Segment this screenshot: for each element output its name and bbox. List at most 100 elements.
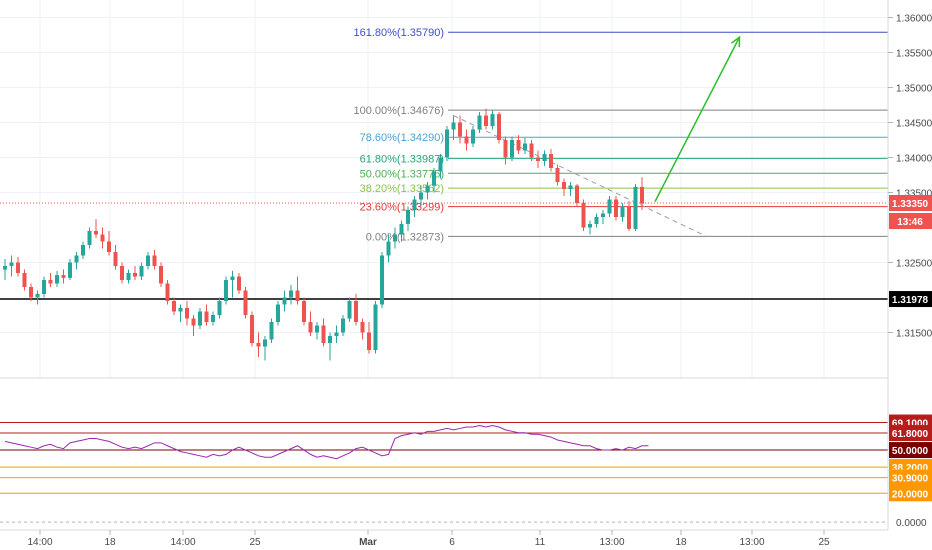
x-tick-label: 25 xyxy=(249,537,261,548)
candle-body xyxy=(81,245,85,256)
time-axis[interactable]: 14:00 18 14:00 25 Mar 6 11 13:00 18 13:00 25 xyxy=(27,530,830,548)
candle-body xyxy=(295,290,300,301)
candle-body xyxy=(406,210,410,224)
candle-body xyxy=(211,315,215,322)
candle-body xyxy=(399,224,404,235)
candle-body xyxy=(562,182,566,189)
candle-body xyxy=(172,301,176,312)
x-tick-label: 25 xyxy=(818,537,830,548)
arrow-head[interactable] xyxy=(731,35,741,48)
fib-level-label: 38.20%(1.33562) xyxy=(360,183,444,195)
x-tick-label: 11 xyxy=(535,537,546,548)
candle-body xyxy=(282,297,287,305)
candle-body xyxy=(640,186,644,204)
candle-body xyxy=(620,206,625,217)
rsi-series-line xyxy=(4,425,649,460)
candle-body xyxy=(9,262,14,266)
y-tick-label: 1.34500 xyxy=(896,119,932,130)
candle-body xyxy=(334,332,339,336)
candle-body xyxy=(458,122,462,137)
candle-body xyxy=(3,266,7,270)
y-tick-label: 1.35500 xyxy=(896,49,932,60)
candle-body xyxy=(250,315,254,343)
candle-body xyxy=(516,140,521,151)
candle-body xyxy=(269,322,274,340)
candle-body xyxy=(594,217,599,224)
candle-body xyxy=(380,255,384,305)
candle-body xyxy=(412,199,417,210)
candle-body xyxy=(321,325,326,343)
candle-body xyxy=(497,114,501,140)
candle-body xyxy=(315,325,319,333)
candle-body xyxy=(347,301,352,319)
candle-body xyxy=(198,311,202,326)
candle-body xyxy=(178,308,183,312)
candle-body xyxy=(224,280,228,301)
candle-body xyxy=(438,157,443,172)
candle-body xyxy=(529,143,534,158)
candle-body xyxy=(48,280,53,284)
candle-body xyxy=(204,311,209,322)
candle-body xyxy=(614,199,618,217)
candle-body xyxy=(354,301,358,322)
x-tick-label: 13:00 xyxy=(739,537,764,548)
rsi-levels xyxy=(0,422,888,523)
candle-body xyxy=(191,318,196,326)
candle-body xyxy=(490,114,495,126)
gridlines xyxy=(0,0,888,378)
candle-body xyxy=(243,290,248,315)
candle-body xyxy=(100,234,105,242)
candle-body xyxy=(256,343,261,347)
arrow-shaft[interactable] xyxy=(654,36,741,202)
price-badge-current-bg xyxy=(889,195,932,211)
dashed-trendline[interactable] xyxy=(453,115,708,238)
rsi-line xyxy=(4,425,649,460)
rsi-zero-label: 0.0000 xyxy=(896,518,927,529)
candle-body xyxy=(94,231,98,235)
rsi-level-badge: 61.8000 xyxy=(892,429,929,440)
fib-level-label: 50.00%(1.33775) xyxy=(360,168,444,180)
candle-body xyxy=(276,304,280,322)
candle-body xyxy=(536,157,540,161)
price-badge-countdown-bg xyxy=(889,213,932,229)
projection-arrow[interactable] xyxy=(654,35,741,202)
candlestick-series xyxy=(3,108,644,361)
candle-body xyxy=(575,185,579,203)
candle-body xyxy=(386,241,391,256)
candle-body xyxy=(230,276,235,280)
candle-body xyxy=(445,129,449,158)
candle-body xyxy=(42,280,46,294)
candle-body xyxy=(503,140,508,158)
candle-body xyxy=(87,231,92,245)
y-tick-label: 1.31500 xyxy=(896,329,932,340)
candle-body xyxy=(360,322,365,333)
candle-body xyxy=(484,115,488,126)
candle-body xyxy=(146,255,150,266)
candle-body xyxy=(165,283,170,301)
rsi-level-badge-bg xyxy=(889,469,932,486)
candle-body xyxy=(373,304,378,350)
candle-body xyxy=(341,318,345,333)
candle-body xyxy=(133,273,137,277)
candle-body xyxy=(74,255,79,263)
trendline-segment[interactable] xyxy=(453,115,708,238)
candle-body xyxy=(607,199,612,214)
candle-body xyxy=(55,275,59,284)
candle-body xyxy=(126,273,131,280)
x-tick-label: Mar xyxy=(359,537,377,548)
fib-level-label: 61.80%(1.33987) xyxy=(360,153,444,165)
candle-body xyxy=(139,266,144,277)
candle-body xyxy=(237,276,241,291)
candle-body xyxy=(35,294,40,298)
price-axis[interactable]: 1.36000 1.35500 1.35000 1.34500 1.34000 1.335… xyxy=(888,14,932,530)
candle-body xyxy=(393,234,397,242)
candle-body xyxy=(601,213,605,217)
support-line[interactable] xyxy=(0,202,888,300)
fib-level-label: 0.00%(1.32873) xyxy=(366,231,444,243)
fib-level-label: 100.00%(1.34676) xyxy=(353,105,444,117)
fibonacci-retracement[interactable]: 161.80%(1.35790) 100.00%(1.34676) 78.60%(1… xyxy=(353,27,888,243)
x-tick-label: 6 xyxy=(449,537,455,548)
rsi-level-badge: 69.1000 xyxy=(892,419,929,430)
candle-body xyxy=(510,140,514,158)
candle-body xyxy=(588,224,592,228)
